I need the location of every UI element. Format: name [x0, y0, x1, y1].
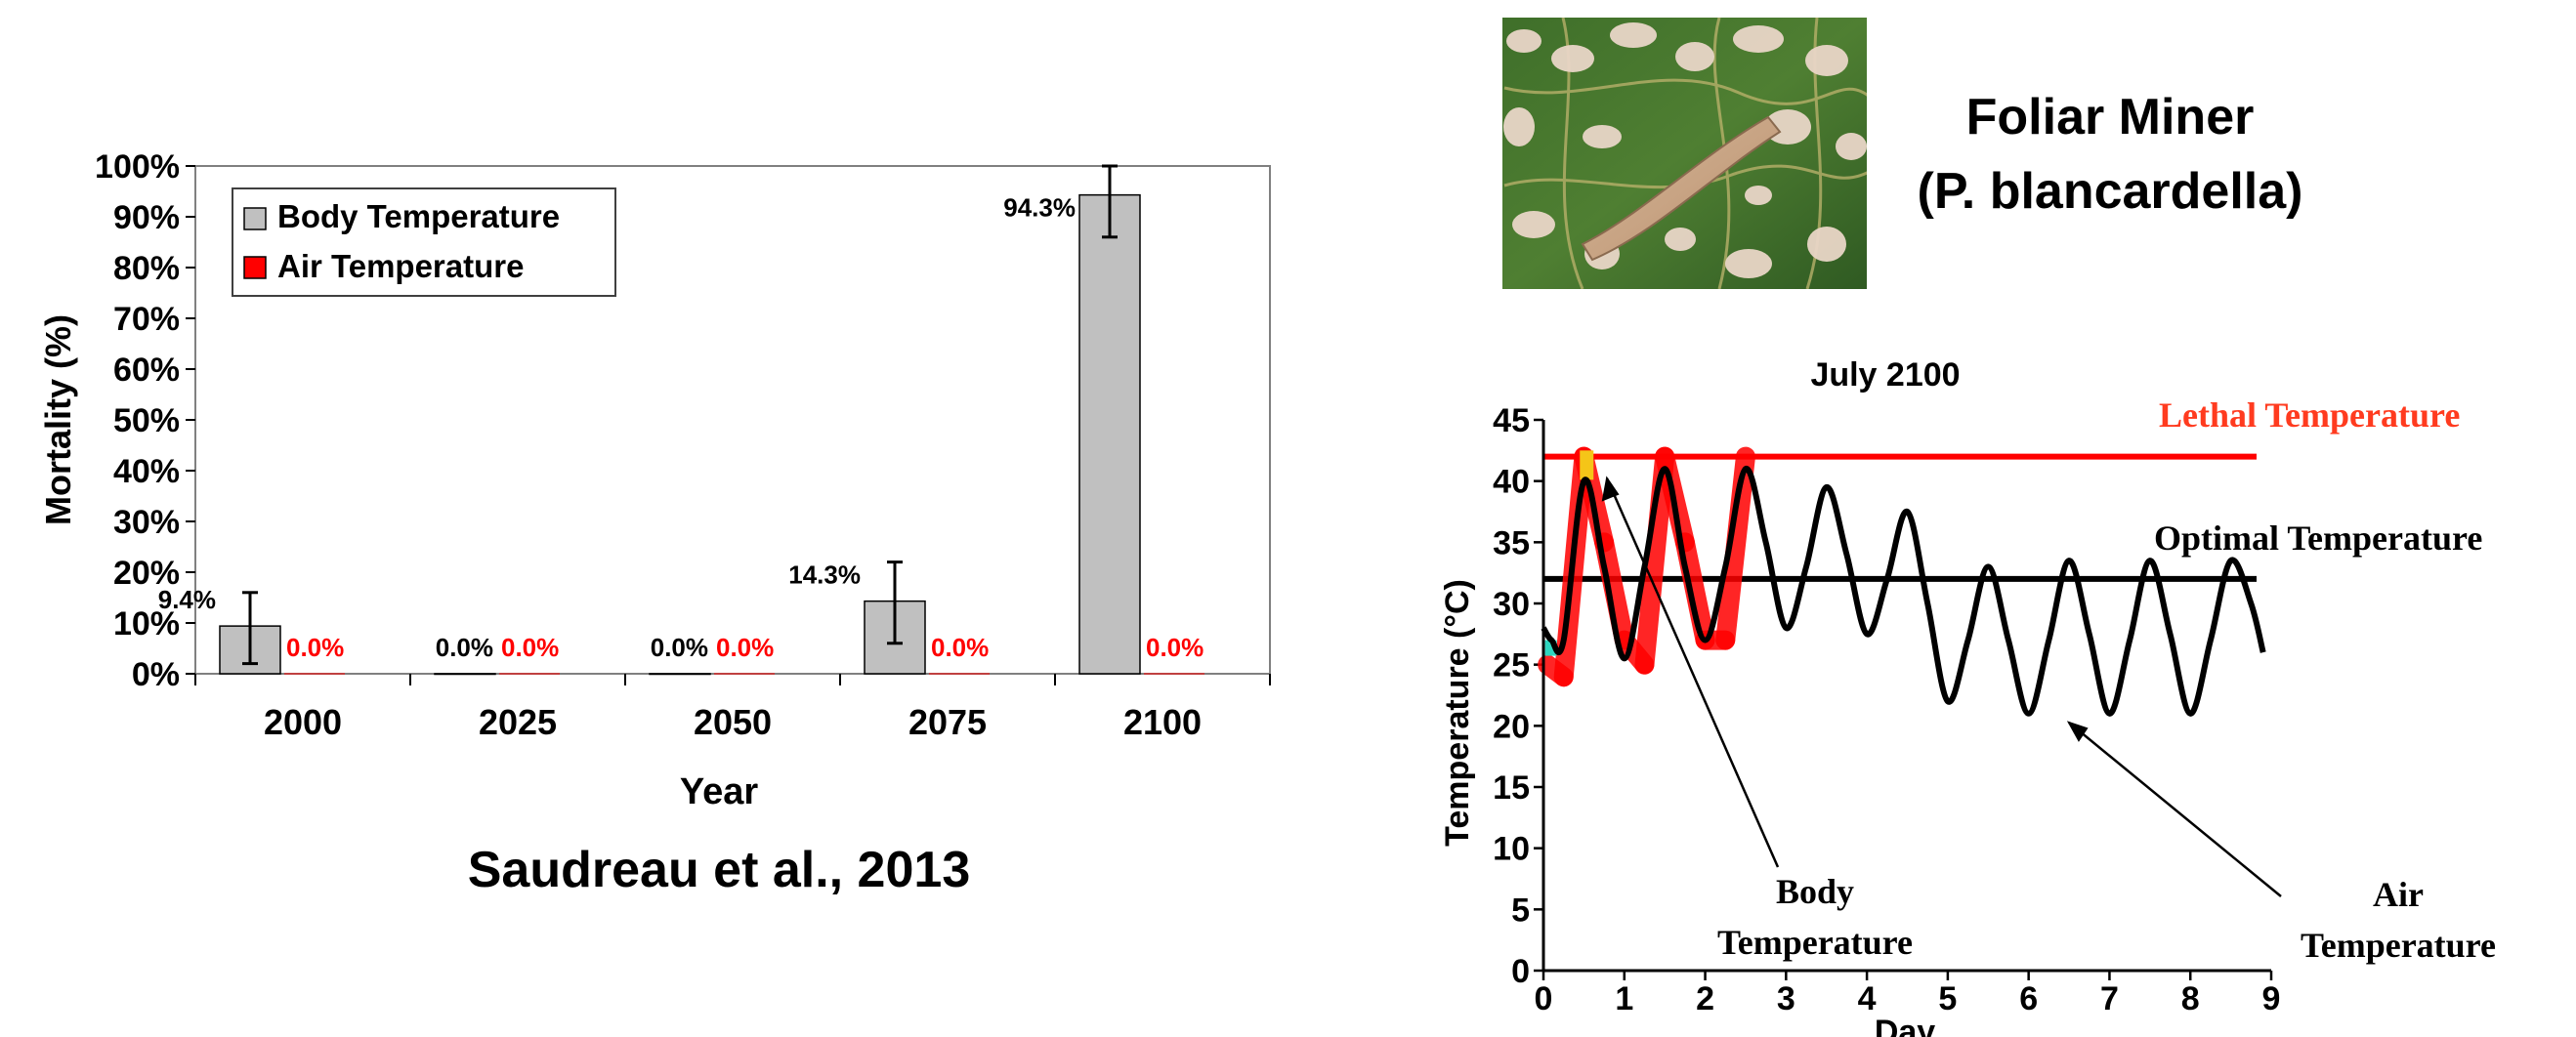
- x-tick-label: 2: [1696, 980, 1714, 1017]
- air-value-label: 0.0%: [931, 633, 989, 662]
- x-tick-label: 2025: [479, 702, 557, 742]
- air-annotation-line2: Temperature: [2301, 926, 2496, 965]
- y-tick-label: 90%: [113, 199, 180, 236]
- legend-label-body: Body Temperature: [277, 198, 560, 234]
- x-tick-label: 3: [1777, 980, 1795, 1017]
- mortality-chart: 0%10%20%30%40%50%60%70%80%90%100% 2000 20…: [38, 148, 1271, 812]
- x-tick-label: 0: [1535, 980, 1553, 1017]
- body-value-label: 94.3%: [1003, 193, 1076, 223]
- air-annotation-line1: Air: [2373, 875, 2424, 914]
- species-title: Foliar Miner: [1966, 89, 2255, 145]
- temperature-y-axis-title: Temperature (°C): [1439, 579, 1476, 847]
- body-temperature-bar: [434, 673, 496, 676]
- x-tick-label: 7: [2100, 980, 2119, 1017]
- air-temperature-bar: [1144, 673, 1204, 675]
- air-value-label: 0.0%: [286, 633, 344, 662]
- x-tick-label: 2100: [1123, 702, 1202, 742]
- y-tick-label: 0: [1511, 953, 1530, 990]
- legend-label-air: Air Temperature: [277, 248, 524, 284]
- arrowhead-icon: [2066, 721, 2089, 742]
- y-tick-label: 10%: [113, 605, 180, 643]
- x-tick-label: 6: [2019, 980, 2038, 1017]
- temperature-x-ticks: 0 1 2 3 4 5 6 7 8 9: [1535, 971, 2281, 1017]
- x-tick-label: 9: [2262, 980, 2281, 1017]
- temperature-chart-title: July 2100: [1810, 356, 1960, 394]
- legend-frame: [232, 187, 616, 297]
- temperature-x-axis-title: Day: [1875, 1014, 1935, 1037]
- body-value-label: 0.0%: [651, 633, 708, 662]
- mortality-bar-labels: 9.4% 0.0% 0.0% 0.0% 0.0% 0.0% 14.3% 0.0% 94.3% 0.…: [158, 193, 1204, 662]
- legend-swatch-body: [243, 207, 267, 230]
- x-tick-label: 1: [1615, 980, 1633, 1017]
- body-temperature-segment: [1634, 446, 1675, 675]
- x-tick-label: 8: [2181, 980, 2200, 1017]
- optimal-temperature-label: Optimal Temperature: [2154, 518, 2482, 558]
- y-tick-label: 0%: [132, 656, 180, 693]
- air-temperature-annotation: Air Temperature: [2066, 721, 2496, 965]
- air-value-label: 0.0%: [716, 633, 774, 662]
- body-temperature-annotation: Body Temperature: [1601, 476, 1913, 962]
- air-temperature-bar: [284, 673, 345, 675]
- air-annotation-arrow: [2068, 722, 2282, 897]
- body-value-label: 14.3%: [788, 560, 861, 590]
- body-temperature-segment: [1674, 532, 1715, 650]
- y-tick-label: 10: [1493, 831, 1530, 868]
- species-latin-name: (P. blancardella): [1918, 163, 2303, 220]
- y-tick-label: 100%: [95, 148, 180, 186]
- body-temperature-bar: [1078, 193, 1141, 675]
- air-temperature-bar: [499, 673, 560, 675]
- y-tick-label: 30%: [113, 504, 180, 541]
- x-tick-label: 2075: [908, 702, 987, 742]
- y-tick-label: 40%: [113, 453, 180, 490]
- body-temperature-cell: [1580, 450, 1594, 480]
- y-tick-label: 15: [1493, 769, 1530, 807]
- x-tick-label: 2000: [264, 702, 342, 742]
- legend-swatch-air: [243, 256, 267, 279]
- body-value-label: 0.0%: [436, 633, 493, 662]
- body-temperature-bar: [649, 673, 711, 676]
- body-annotation-line1: Body: [1776, 872, 1854, 911]
- y-tick-label: 5: [1511, 892, 1530, 929]
- air-value-label: 0.0%: [501, 633, 559, 662]
- lethal-temperature-label: Lethal Temperature: [2159, 395, 2460, 435]
- y-tick-label: 70%: [113, 301, 180, 338]
- air-value-label: 0.0%: [1146, 633, 1204, 662]
- x-tick-label: 4: [1858, 980, 1877, 1017]
- leaf-miner-photo: [1502, 18, 1867, 289]
- body-temperature-segment: [1594, 532, 1634, 650]
- citation: Saudreau et al., 2013: [468, 842, 971, 898]
- y-tick-label: 80%: [113, 250, 180, 287]
- y-tick-label: 50%: [113, 402, 180, 439]
- mortality-x-axis-title: Year: [680, 771, 759, 812]
- mortality-bars: [219, 164, 1204, 676]
- y-tick-label: 40: [1493, 464, 1530, 501]
- y-tick-label: 20%: [113, 555, 180, 592]
- arrowhead-icon: [1601, 476, 1620, 502]
- x-tick-label: 2050: [694, 702, 772, 742]
- y-tick-label: 45: [1493, 402, 1530, 439]
- mortality-legend: Body Temperature Air Temperature: [232, 187, 616, 297]
- body-annotation-arrow: [1605, 477, 1780, 868]
- y-tick-label: 30: [1493, 586, 1530, 623]
- mortality-y-axis-title: Mortality (%): [38, 314, 78, 525]
- y-tick-label: 25: [1493, 647, 1530, 684]
- air-temperature-bar: [714, 673, 775, 675]
- mortality-x-ticks: 2000 2025 2050 2075 2100: [194, 674, 1271, 742]
- temperature-y-ticks: 0 5 10 15 20 25 30 35 40 45: [1493, 402, 1543, 990]
- air-temperature-bar: [929, 673, 990, 675]
- body-annotation-line2: Temperature: [1717, 923, 1913, 962]
- y-tick-label: 60%: [113, 352, 180, 389]
- mortality-y-ticks: 0% 10% 20% 30% 40% 50% 60% 70% 80% 90% 100%: [95, 148, 195, 693]
- body-value-label: 9.4%: [158, 585, 216, 614]
- y-tick-label: 35: [1493, 524, 1530, 561]
- y-tick-label: 20: [1493, 708, 1530, 745]
- x-tick-label: 5: [1938, 980, 1957, 1017]
